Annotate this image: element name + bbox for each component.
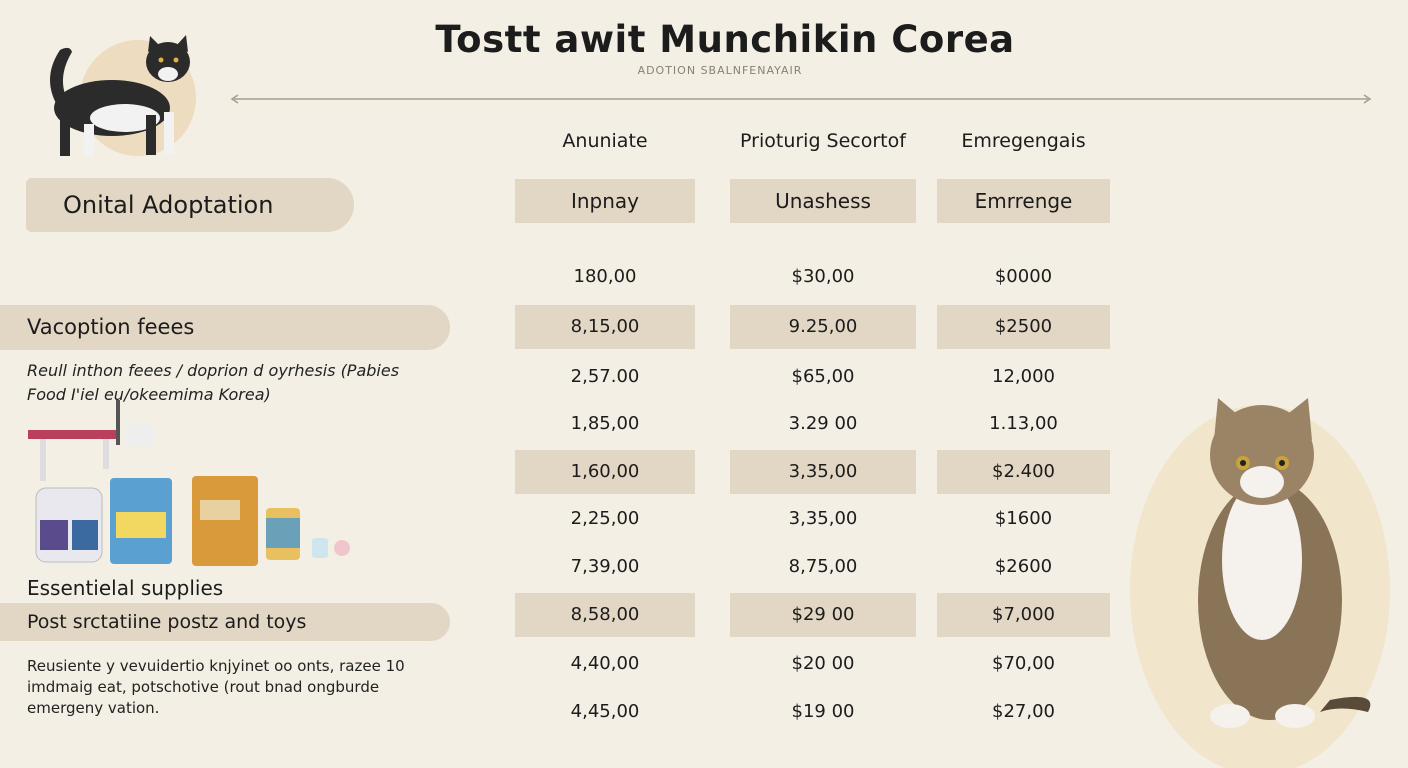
table-cell: 8,75,00: [788, 556, 858, 577]
table-cell: $2600: [994, 556, 1053, 577]
row-band: [730, 305, 916, 349]
table-cell: 3.29 00: [788, 413, 858, 434]
group-header: Emregengais: [961, 130, 1086, 152]
table-cell: $20 00: [791, 653, 855, 674]
table-cell: $65,00: [791, 366, 855, 387]
column-header: Unashess: [730, 179, 916, 223]
table-cell: $1600: [994, 508, 1053, 529]
table-cell: 8,15,00: [570, 316, 640, 337]
posts-title: Post srctatiine postz and toys: [0, 603, 450, 641]
table-cell: 4,40,00: [570, 653, 640, 674]
table-cell: $2500: [994, 316, 1053, 337]
column-header: Inpnay: [515, 179, 695, 223]
table-cell: $29 00: [791, 604, 855, 625]
table-cell: 1,85,00: [570, 413, 640, 434]
row-band: [515, 450, 695, 494]
table-cell: $7,000: [992, 604, 1055, 625]
table-cell: $2.400: [992, 461, 1055, 482]
table-cell: 3,35,00: [788, 461, 858, 482]
row-band: [730, 593, 916, 637]
group-header: Prioturig Secortof: [740, 130, 906, 152]
subtitle: ADOTION SBALNFENAYAIR: [637, 64, 803, 77]
table-cell: 2,57.00: [570, 366, 640, 387]
table-cell: 1.13,00: [989, 413, 1058, 434]
table-cell: $19 00: [791, 701, 855, 722]
posts-description-3: emergeny vation.: [27, 699, 160, 717]
table-cell: 12,000: [992, 366, 1055, 387]
row-band: [937, 305, 1110, 349]
posts-description-1: Reusiente y vevuidertio knjyinet oo onts…: [27, 657, 405, 675]
row-band: [937, 450, 1110, 494]
row-band: [730, 450, 916, 494]
row-band: [937, 593, 1110, 637]
title: Tostt awit Munchikin Corea: [435, 18, 1015, 61]
table-cell: 7,39,00: [570, 556, 640, 577]
table-cell: 2,25,00: [570, 508, 640, 529]
group-header: Anuniate: [562, 130, 648, 152]
fees-description-1: Reull inthon feees / doprion d oyrhesis …: [27, 361, 400, 380]
supplies-title: Essentielal supplies: [27, 576, 224, 600]
table-cell: 9.25,00: [788, 316, 858, 337]
row-band: [515, 593, 695, 637]
table-cell: 180,00: [573, 266, 637, 287]
table-cell: 3,35,00: [788, 508, 858, 529]
row-band: [515, 305, 695, 349]
table-cell: $27,00: [992, 701, 1055, 722]
table-cell: $0000: [994, 266, 1053, 287]
table-cell: $70,00: [992, 653, 1055, 674]
fees-description-2: Food I'iel eu/okeemima Korea): [27, 385, 271, 404]
table-cell: $30,00: [791, 266, 855, 287]
section-title: Onital Adoptation: [26, 178, 354, 232]
table-cell: 4,45,00: [570, 701, 640, 722]
fees-title: Vacoption feees: [0, 305, 450, 350]
table-cell: 1,60,00: [570, 461, 640, 482]
column-header: Emrrenge: [937, 179, 1110, 223]
table-cell: 8,58,00: [570, 604, 640, 625]
posts-description-2: imdmaig eat, potschotive (rout bnad ongb…: [27, 678, 380, 696]
